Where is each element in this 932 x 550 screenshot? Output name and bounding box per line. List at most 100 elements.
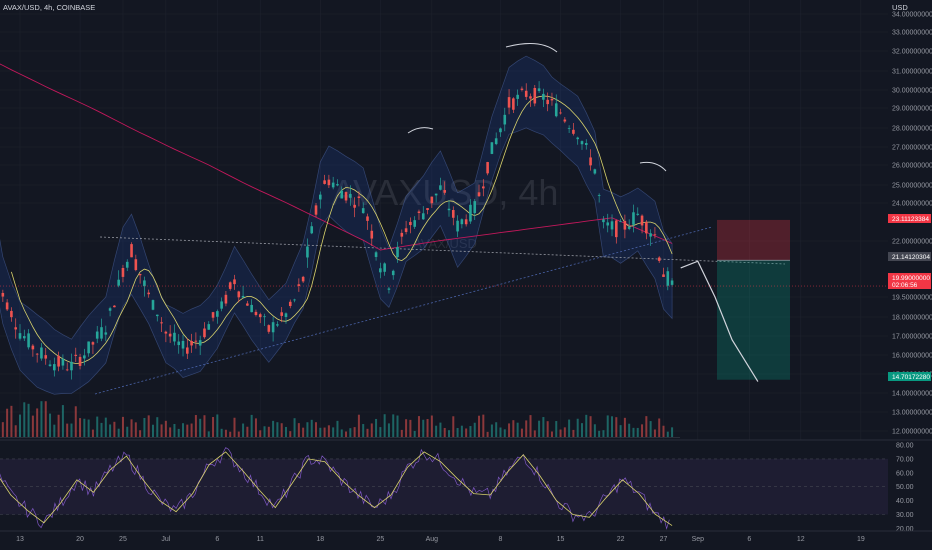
volume-bar (615, 417, 618, 437)
time-tick-label: Jul (161, 536, 170, 543)
candle-body (271, 322, 275, 333)
volume-bar (366, 428, 369, 437)
volume-bar (74, 406, 77, 437)
level-label-text: 19.99000000 (892, 275, 930, 282)
time-tick-label: Sep (692, 536, 705, 543)
candle-body (344, 192, 348, 201)
volume-bar (542, 417, 545, 437)
candle-body (104, 332, 108, 335)
volume-bar (272, 420, 275, 437)
volume-bar (100, 422, 103, 437)
price-tick-label: 29.00000000 (892, 106, 932, 113)
candle-body (542, 93, 545, 100)
time-tick-label: 12 (797, 536, 805, 543)
volume-bar (173, 423, 176, 437)
level-label-bg (888, 280, 931, 289)
price-tick-label: 17.00000000 (892, 334, 932, 341)
rsi-tick-label: 50.00 (896, 484, 914, 491)
candle-body (267, 325, 271, 332)
candle-body (366, 216, 369, 221)
volume-bar (310, 419, 313, 437)
price-tick-label: 26.00000000 (892, 163, 932, 170)
volume-bar (448, 430, 450, 437)
candle-body (610, 221, 614, 230)
candle-body (228, 282, 232, 289)
time-tick-label: 19 (857, 536, 865, 543)
volume-bar (546, 421, 549, 437)
volume-bar (1, 422, 4, 437)
volume-bar (392, 414, 395, 437)
volume-bar (117, 428, 120, 437)
candle-body (297, 284, 301, 286)
candle-body (108, 308, 112, 311)
price-tick-label: 22.00000000 (892, 239, 932, 246)
volume-bar (336, 420, 339, 437)
candle-body (258, 314, 262, 318)
volume-bar (645, 416, 648, 437)
volume-bar (602, 430, 605, 437)
candle-body (563, 119, 567, 122)
volume-bar (126, 426, 129, 437)
volume-bar (619, 425, 622, 437)
candle-body (576, 137, 579, 140)
volume-bar (486, 431, 489, 437)
candle-body (276, 324, 279, 326)
volume-bar (383, 414, 386, 437)
candle-body (224, 294, 228, 304)
volume-bar (400, 429, 403, 437)
candle-body (409, 221, 412, 226)
volume-bar (499, 427, 502, 437)
candle-body (653, 234, 657, 236)
candle-body (503, 114, 507, 125)
candle-body (194, 340, 198, 342)
time-tick-label: 6 (747, 536, 751, 543)
volume-bar (186, 424, 189, 437)
volume-bar (422, 419, 425, 437)
volume-bar (405, 419, 408, 437)
candle-body (451, 210, 455, 218)
volume-bar (87, 419, 90, 437)
volume-bar (443, 427, 446, 437)
volume-bar (190, 423, 193, 437)
candle-body (417, 211, 421, 213)
chart-title: AVAX/USD, 4h, COINBASE (3, 3, 95, 12)
candle-body (48, 364, 52, 366)
volume-bar (576, 418, 579, 437)
rsi-tick-label: 80.00 (896, 443, 914, 450)
time-tick-label: 15 (557, 536, 565, 543)
volume-bar (194, 415, 197, 437)
candle-body (516, 94, 519, 99)
volume-bar (327, 425, 330, 437)
volume-bar (315, 422, 318, 437)
volume-bar (79, 418, 82, 437)
volume-bar (568, 419, 571, 437)
volume-bar (559, 429, 562, 437)
volume-bar (70, 423, 73, 437)
candle-body (640, 215, 644, 226)
candle-body (460, 219, 464, 225)
candle-body (327, 179, 331, 186)
volume-bar (169, 427, 172, 437)
volume-bar (653, 429, 656, 437)
candle-body (10, 310, 13, 318)
volume-bar (585, 414, 588, 437)
candle-body (623, 220, 627, 230)
level-label-bg (888, 372, 931, 381)
price-tick-label: 25.00000000 (892, 183, 932, 190)
volume-bar (254, 418, 257, 437)
volume-bar (306, 422, 309, 437)
candle-body (61, 358, 65, 366)
candle-body (619, 221, 622, 223)
volume-bar (143, 417, 146, 437)
candle-body (241, 295, 245, 298)
volume-bar (658, 418, 661, 437)
time-tick-label: 25 (376, 536, 384, 543)
candle-body (130, 244, 133, 258)
volume-bar (220, 428, 223, 437)
candle-body (597, 195, 601, 196)
moving-average-long (0, 63, 673, 251)
volume-bar (280, 423, 283, 437)
volume-bar (263, 426, 266, 437)
candle-body (78, 356, 82, 366)
